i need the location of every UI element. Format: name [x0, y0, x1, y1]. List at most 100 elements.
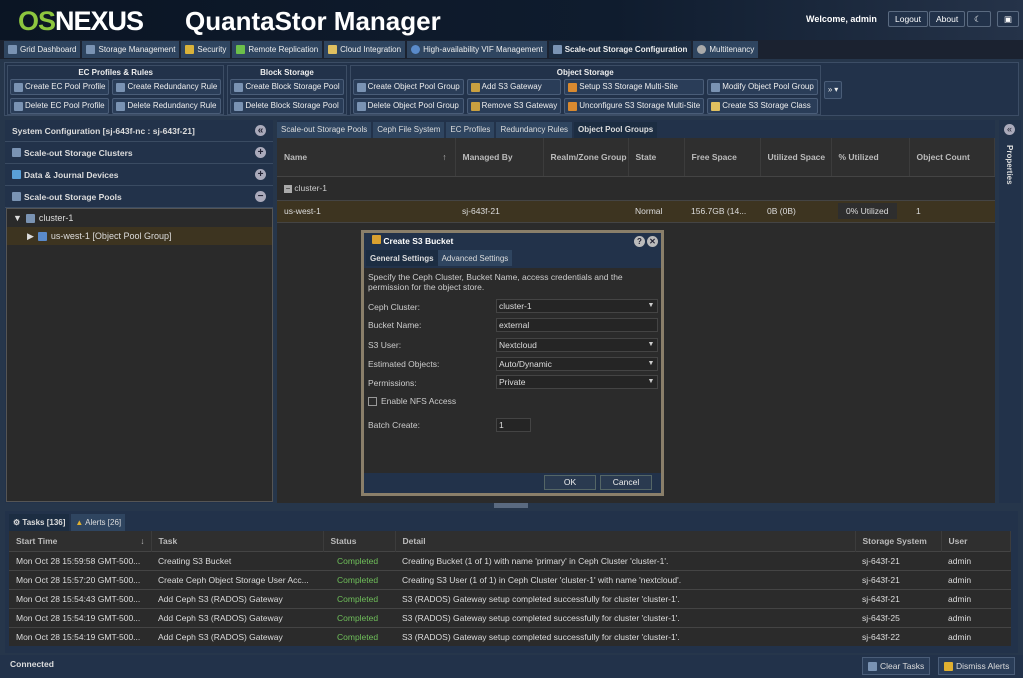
properties-panel[interactable]: « Properties: [999, 120, 1021, 503]
setup-s3-multisite-button[interactable]: Setup S3 Storage Multi-Site: [564, 79, 705, 95]
tab-ceph-file-system[interactable]: Ceph File System: [373, 122, 445, 138]
tab-grid-dashboard[interactable]: Grid Dashboard: [4, 41, 81, 58]
column-header-user[interactable]: User: [941, 531, 1011, 551]
cancel-button[interactable]: Cancel: [600, 475, 652, 490]
estimated-objects-select[interactable]: Auto/Dynamic ▼: [496, 357, 658, 371]
column-header-name[interactable]: Name ↑: [277, 138, 456, 177]
column-header-detail[interactable]: Detail: [395, 531, 856, 551]
delete-object-pool-group-button[interactable]: Delete Object Pool Group: [352, 98, 464, 114]
task-row[interactable]: Mon Oct 28 15:54:43 GMT-500... Add Ceph S…: [9, 588, 1011, 608]
permissions-select[interactable]: Private ▼: [496, 375, 658, 389]
section-scale-out-clusters[interactable]: Scale-out Storage Clusters +: [5, 142, 273, 164]
ok-button[interactable]: OK: [544, 475, 596, 490]
column-header-storage-system[interactable]: Storage System: [855, 531, 942, 551]
welcome-text: Welcome, admin: [806, 14, 877, 24]
enable-nfs-checkbox[interactable]: [368, 396, 377, 406]
help-icon[interactable]: ?: [634, 236, 645, 247]
column-header-status[interactable]: Status: [323, 531, 396, 551]
delete-redundancy-rule-button[interactable]: Delete Redundancy Rule: [112, 98, 222, 114]
tab-scale-out-storage-pools[interactable]: Scale-out Storage Pools: [277, 122, 372, 138]
section-data-journal-devices[interactable]: Data & Journal Devices +: [5, 164, 273, 186]
create-s3-storage-class-button[interactable]: Create S3 Storage Class: [707, 98, 818, 114]
table-row[interactable]: us-west-1 sj-643f-21 Normal 156.7GB (14.…: [277, 200, 995, 223]
dialog-header: Create S3 Bucket ? ✕: [364, 233, 661, 250]
task-row[interactable]: Mon Oct 28 15:57:20 GMT-500... Create Cep…: [9, 569, 1011, 589]
s3-icon: [356, 82, 366, 92]
tab-multitenancy[interactable]: Multitenancy: [693, 41, 759, 58]
tab-alerts[interactable]: ▲ Alerts [26]: [71, 514, 126, 531]
task-cell: Completed: [323, 626, 395, 646]
column-header-task[interactable]: Task: [151, 531, 324, 551]
column-header-percent-utilized[interactable]: % Utilized: [831, 138, 910, 177]
column-header-free-space[interactable]: Free Space: [684, 138, 761, 177]
tab-tasks[interactable]: ⚙ Tasks [136]: [9, 514, 70, 531]
more-actions-button[interactable]: » ▾: [823, 81, 843, 99]
column-header-object-count[interactable]: Object Count: [909, 138, 995, 177]
remove-s3-gateway-button[interactable]: Remove S3 Gateway: [466, 98, 562, 114]
storage-class-icon: [711, 101, 721, 111]
collapse-panel-icon[interactable]: «: [255, 125, 266, 136]
logout-button[interactable]: Logout: [888, 11, 928, 27]
tab-object-pool-groups[interactable]: Object Pool Groups: [574, 122, 658, 138]
clear-tasks-button[interactable]: Clear Tasks: [862, 657, 931, 675]
delete-ec-pool-profile-button[interactable]: Delete EC Pool Profile: [10, 98, 110, 114]
create-block-storage-pool-button[interactable]: Create Block Storage Pool: [230, 79, 344, 95]
column-header-state[interactable]: State: [628, 138, 685, 177]
tab-ha-vif[interactable]: High-availability VIF Management: [407, 41, 547, 58]
about-button[interactable]: About: [929, 11, 966, 27]
splitter-handle[interactable]: [494, 503, 528, 508]
tab-security[interactable]: Security: [181, 41, 231, 58]
tab-redundancy-rules[interactable]: Redundancy Rules: [496, 122, 573, 138]
task-cell: Completed: [323, 569, 395, 589]
theme-toggle-icon[interactable]: ☾: [967, 11, 991, 27]
grid-icon: [552, 45, 562, 54]
tab-advanced-settings[interactable]: Advanced Settings: [437, 250, 513, 266]
tab-general-settings[interactable]: General Settings: [366, 250, 438, 266]
close-icon[interactable]: ✕: [647, 236, 658, 247]
tree-node-cluster[interactable]: ▼ cluster-1: [7, 209, 272, 227]
unconfigure-s3-multisite-button[interactable]: Unconfigure S3 Storage Multi-Site: [564, 98, 705, 114]
bucket-name-input[interactable]: external: [496, 318, 658, 332]
expand-properties-icon[interactable]: «: [1004, 124, 1015, 135]
chevron-down-icon[interactable]: ▼: [647, 302, 655, 309]
caret-right-icon[interactable]: ▶: [27, 231, 34, 241]
collapse-icon[interactable]: −: [255, 191, 266, 202]
ceph-cluster-select[interactable]: cluster-1 ▼: [496, 299, 658, 313]
task-row[interactable]: Mon Oct 28 15:54:19 GMT-500... Add Ceph S…: [9, 607, 1011, 627]
tab-scale-out-storage[interactable]: Scale-out Storage Configuration: [548, 41, 692, 58]
column-header-realm[interactable]: Realm/Zone Group: [543, 138, 629, 177]
delete-s3-icon: [356, 101, 366, 111]
task-row[interactable]: Mon Oct 28 15:54:19 GMT-500... Add Ceph S…: [9, 626, 1011, 646]
tasks-panel: ⚙ Tasks [136] ▲ Alerts [26] Start Time ↓ …: [5, 511, 1018, 653]
group-row[interactable]: − cluster-1: [277, 176, 995, 201]
chevron-down-icon[interactable]: ▼: [647, 341, 655, 348]
ribbon-toolbar: EC Profiles & Rules Create EC Pool Profi…: [4, 62, 1019, 116]
caret-down-icon[interactable]: ▼: [13, 213, 22, 223]
tab-cloud-integration[interactable]: Cloud Integration: [324, 41, 406, 58]
tab-remote-replication[interactable]: Remote Replication: [232, 41, 323, 58]
column-header-managed-by[interactable]: Managed By: [455, 138, 544, 177]
delete-block-storage-pool-button[interactable]: Delete Block Storage Pool: [230, 98, 344, 114]
create-redundancy-rule-button[interactable]: Create Redundancy Rule: [112, 79, 222, 95]
tree-node-object-pool-group[interactable]: ▶ us-west-1 [Object Pool Group]: [7, 227, 272, 245]
tab-storage-management[interactable]: Storage Management: [82, 41, 180, 58]
section-scale-out-pools[interactable]: Scale-out Storage Pools −: [5, 186, 273, 208]
task-row[interactable]: Mon Oct 28 15:59:58 GMT-500... Creating S…: [9, 550, 1011, 570]
modify-object-pool-group-button[interactable]: Modify Object Pool Group: [707, 79, 818, 95]
column-header-utilized-space[interactable]: Utilized Space: [760, 138, 832, 177]
create-object-pool-group-button[interactable]: Create Object Pool Group: [352, 79, 464, 95]
batch-create-input[interactable]: 1: [496, 418, 531, 432]
column-header-start-time[interactable]: Start Time ↓: [9, 531, 152, 551]
collapse-group-icon[interactable]: −: [284, 184, 292, 193]
expand-icon[interactable]: +: [255, 169, 266, 180]
chevron-down-icon[interactable]: ▼: [647, 360, 655, 367]
printer-icon[interactable]: ▣: [997, 11, 1019, 27]
expand-icon[interactable]: +: [255, 147, 266, 158]
chevron-down-icon[interactable]: ▼: [647, 378, 655, 385]
add-s3-gateway-button[interactable]: Add S3 Gateway: [466, 79, 562, 95]
create-ec-pool-profile-button[interactable]: Create EC Pool Profile: [10, 79, 110, 95]
s3-user-select[interactable]: Nextcloud ▼: [496, 338, 658, 352]
dismiss-alerts-button[interactable]: Dismiss Alerts: [938, 657, 1016, 675]
tab-ec-profiles[interactable]: EC Profiles: [446, 122, 495, 138]
main-tabs: Grid Dashboard Storage Management Securi…: [0, 40, 1023, 59]
